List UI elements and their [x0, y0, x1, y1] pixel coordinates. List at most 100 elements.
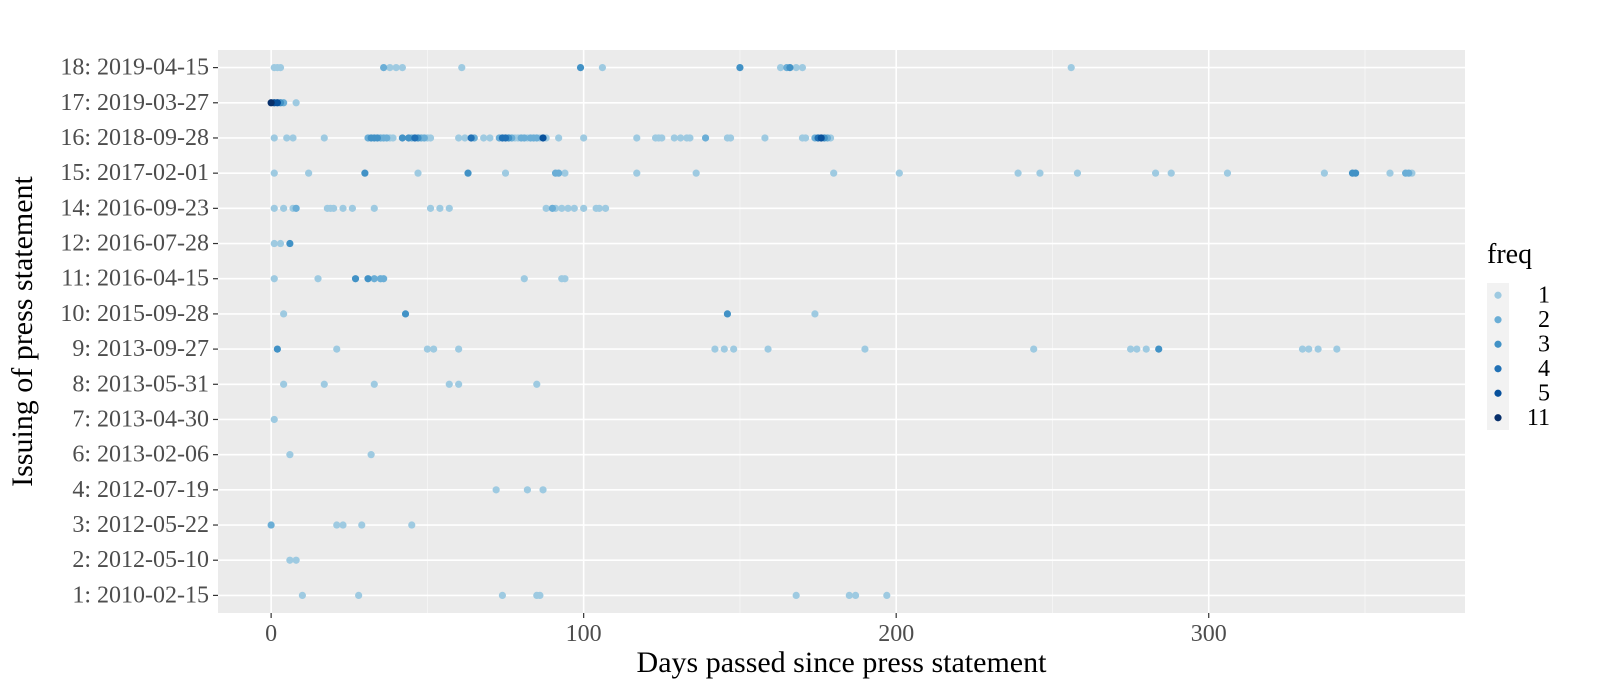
- data-point: [501, 134, 510, 142]
- data-point: [276, 63, 285, 72]
- data-point: [601, 204, 610, 212]
- y-axis-title: Issuing of press statement: [6, 175, 39, 486]
- data-point: [273, 99, 281, 107]
- data-point: [1133, 345, 1141, 353]
- data-point: [723, 310, 732, 318]
- data-point: [686, 134, 694, 142]
- data-point: [292, 99, 300, 107]
- data-point: [1073, 169, 1082, 177]
- data-point: [280, 380, 288, 388]
- legend-label: 1: [1538, 282, 1550, 308]
- y-tick-label: 1: 2010-02-15: [72, 582, 209, 608]
- data-point: [398, 63, 406, 72]
- data-point: [761, 134, 769, 142]
- y-tick-label: 2: 2012-05-10: [72, 547, 209, 573]
- data-point: [273, 345, 281, 353]
- data-point: [792, 63, 800, 72]
- data-point: [389, 134, 397, 142]
- data-point: [361, 169, 369, 177]
- data-point: [830, 169, 838, 177]
- y-tick-label: 14: 2016-09-23: [60, 195, 209, 221]
- legend-key-background: [1487, 283, 1509, 430]
- data-point: [423, 345, 431, 353]
- data-point: [1036, 169, 1044, 177]
- data-point: [286, 239, 294, 248]
- data-point: [286, 556, 294, 564]
- data-point: [861, 345, 869, 353]
- data-point: [270, 239, 278, 248]
- data-point: [798, 63, 807, 72]
- legend-key: [1494, 389, 1502, 397]
- data-point: [464, 169, 472, 177]
- x-axis-tick-labels: 0 100 200 300: [265, 613, 1227, 647]
- plot-panel: [218, 50, 1465, 613]
- data-point: [1030, 345, 1038, 353]
- data-point: [333, 521, 341, 529]
- data-point: [270, 134, 278, 142]
- legend-label: 5: [1538, 380, 1550, 406]
- data-point: [786, 63, 794, 72]
- data-point: [292, 204, 300, 212]
- data-point: [548, 204, 557, 212]
- data-point: [1405, 169, 1413, 177]
- data-point: [542, 204, 550, 212]
- data-point: [455, 380, 463, 388]
- data-point: [580, 134, 588, 142]
- data-point: [339, 204, 347, 212]
- data-point: [564, 204, 572, 212]
- data-point: [720, 345, 728, 353]
- data-point: [320, 380, 328, 388]
- data-point: [895, 169, 903, 177]
- data-point: [292, 556, 300, 564]
- data-point: [405, 134, 413, 142]
- data-point: [1167, 169, 1175, 177]
- x-tick-label: 0: [265, 621, 277, 647]
- data-point: [1298, 345, 1307, 353]
- y-tick-label: 17: 2019-03-27: [60, 90, 209, 116]
- data-point: [348, 204, 356, 212]
- data-point: [445, 204, 453, 212]
- data-point: [533, 380, 541, 388]
- data-point: [383, 134, 391, 142]
- legend-key: [1494, 414, 1502, 422]
- y-tick-label: 3: 2012-05-22: [72, 512, 209, 538]
- data-point: [1314, 345, 1322, 353]
- y-tick-label: 16: 2018-09-28: [60, 125, 209, 151]
- data-point: [561, 275, 569, 283]
- data-point: [1067, 63, 1075, 72]
- legend-key: [1494, 365, 1502, 373]
- data-point: [401, 310, 410, 318]
- data-point: [736, 63, 744, 72]
- data-point: [570, 204, 578, 212]
- data-point: [280, 310, 288, 318]
- data-point: [1333, 345, 1341, 353]
- data-point: [370, 204, 378, 212]
- data-point: [426, 204, 435, 212]
- y-tick-label: 10: 2015-09-28: [60, 301, 209, 327]
- data-point: [480, 134, 488, 142]
- data-point: [711, 345, 719, 353]
- data-point: [498, 591, 507, 600]
- legend-label: 11: [1527, 405, 1550, 431]
- data-point: [467, 134, 475, 142]
- data-point: [539, 486, 547, 494]
- data-point: [486, 134, 494, 142]
- y-tick-label: 4: 2012-07-19: [72, 477, 209, 503]
- y-tick-label: 12: 2016-07-28: [60, 231, 209, 257]
- data-point: [501, 169, 510, 177]
- x-tick-label: 200: [878, 621, 914, 647]
- legend-key: [1494, 316, 1502, 324]
- data-point: [1320, 169, 1328, 177]
- data-point: [701, 134, 710, 142]
- data-point: [811, 310, 819, 318]
- data-point: [576, 63, 585, 72]
- data-point: [558, 204, 566, 212]
- data-point: [633, 169, 641, 177]
- data-point: [1305, 345, 1313, 353]
- data-point: [392, 63, 400, 72]
- data-point: [792, 591, 800, 600]
- data-point: [555, 169, 563, 177]
- data-point: [523, 486, 532, 494]
